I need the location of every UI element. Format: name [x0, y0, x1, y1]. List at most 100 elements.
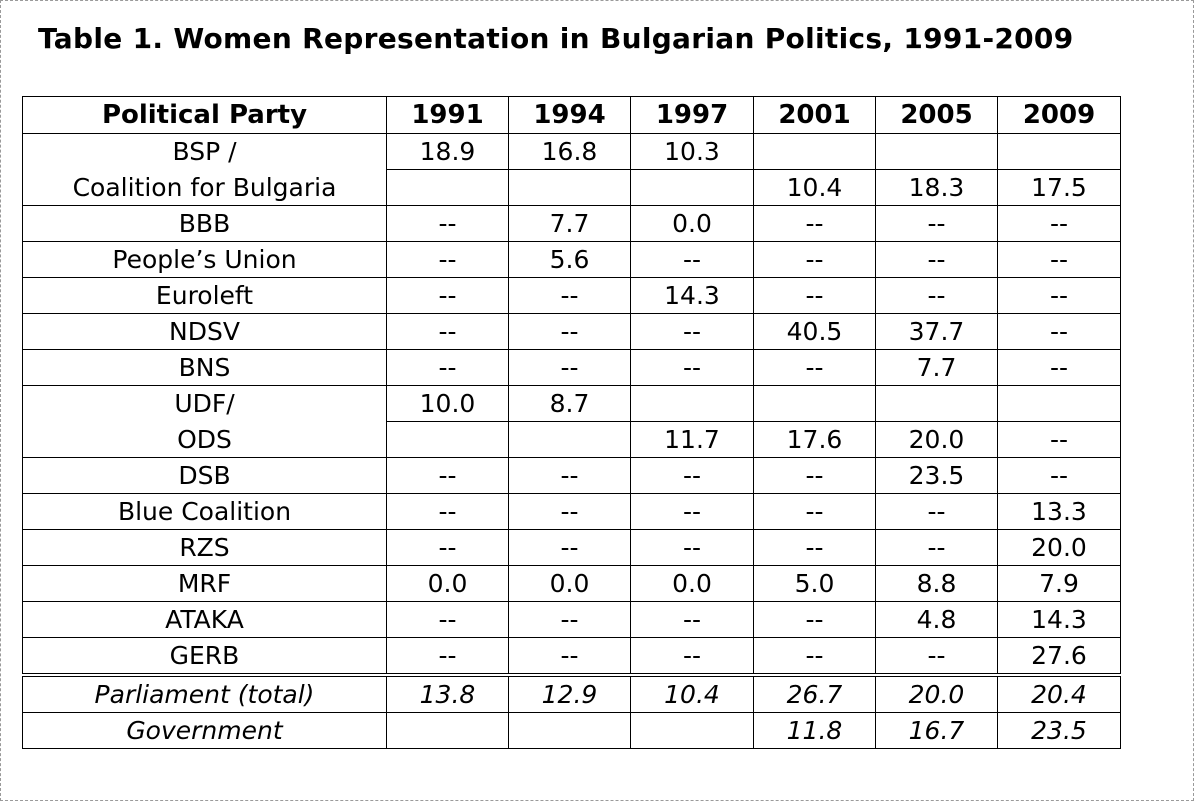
- table-title: Table 1. Women Representation in Bulgari…: [38, 22, 1074, 55]
- table-row: MRF 0.0 0.0 0.0 5.0 8.8 7.9: [22, 565, 1121, 602]
- value-cell: 14.3: [630, 277, 754, 314]
- value-cell: --: [875, 637, 998, 676]
- value-cell: --: [753, 241, 876, 278]
- table-row: People’s Union -- 5.6 -- -- -- --: [22, 241, 1121, 278]
- summary-value-cell: 26.7: [753, 673, 876, 713]
- value-cell: --: [753, 205, 876, 242]
- value-cell: 16.8: [508, 133, 631, 170]
- party-name-cell: Blue Coalition: [22, 493, 387, 530]
- summary-value-cell: [386, 712, 509, 749]
- party-name-cell: MRF: [22, 565, 387, 602]
- party-name-cell: Euroleft: [22, 277, 387, 314]
- value-cell: --: [508, 529, 631, 566]
- value-cell: 10.3: [630, 133, 754, 170]
- party-name-cell: BNS: [22, 349, 387, 386]
- value-cell: --: [508, 277, 631, 314]
- government-row: Government 11.8 16.7 23.5: [22, 712, 1121, 749]
- summary-value-cell: 11.8: [753, 712, 876, 749]
- value-cell: --: [508, 601, 631, 638]
- value-cell: --: [997, 349, 1121, 386]
- value-cell: [875, 385, 998, 422]
- value-cell: --: [630, 493, 754, 530]
- table-row: BNS -- -- -- -- 7.7 --: [22, 349, 1121, 386]
- value-cell: 5.6: [508, 241, 631, 278]
- table-row: ODS 11.7 17.6 20.0 --: [22, 421, 1121, 458]
- value-cell: [630, 169, 754, 206]
- value-cell: --: [753, 529, 876, 566]
- value-cell: --: [753, 277, 876, 314]
- value-cell: 37.7: [875, 313, 998, 350]
- value-cell: --: [875, 529, 998, 566]
- header-1994: 1994: [508, 96, 631, 134]
- party-name-cell: BBB: [22, 205, 387, 242]
- summary-value-cell: 12.9: [508, 673, 631, 713]
- value-cell: 7.7: [508, 205, 631, 242]
- party-name-cell: People’s Union: [22, 241, 387, 278]
- value-cell: 8.8: [875, 565, 998, 602]
- value-cell: [386, 169, 509, 206]
- header-2001: 2001: [753, 96, 876, 134]
- value-cell: --: [753, 493, 876, 530]
- value-cell: --: [630, 349, 754, 386]
- value-cell: --: [997, 241, 1121, 278]
- value-cell: --: [753, 601, 876, 638]
- table-row: ATAKA -- -- -- -- 4.8 14.3: [22, 601, 1121, 638]
- value-cell: --: [997, 313, 1121, 350]
- party-name-cell: RZS: [22, 529, 387, 566]
- value-cell: --: [875, 241, 998, 278]
- value-cell: --: [386, 457, 509, 494]
- value-cell: --: [386, 601, 509, 638]
- header-1991: 1991: [386, 96, 509, 134]
- value-cell: --: [630, 313, 754, 350]
- value-cell: [997, 385, 1121, 422]
- value-cell: 27.6: [997, 637, 1121, 676]
- value-cell: --: [997, 277, 1121, 314]
- summary-value-cell: [508, 712, 631, 749]
- value-cell: [753, 133, 876, 170]
- table-row: BBB -- 7.7 0.0 -- -- --: [22, 205, 1121, 242]
- party-name-cell: Coalition for Bulgaria: [22, 169, 387, 206]
- value-cell: --: [386, 277, 509, 314]
- summary-label-cell: Parliament (total): [22, 673, 387, 713]
- women-representation-table: Political Party 1991 1994 1997 2001 2005…: [22, 96, 1121, 749]
- value-cell: --: [386, 493, 509, 530]
- summary-value-cell: 10.4: [630, 673, 754, 713]
- party-name-cell: UDF/: [22, 385, 387, 422]
- value-cell: --: [386, 637, 509, 676]
- value-cell: 13.3: [997, 493, 1121, 530]
- parliament-total-row: Parliament (total) 13.8 12.9 10.4 26.7 20.0 20…: [22, 673, 1121, 713]
- value-cell: --: [386, 529, 509, 566]
- value-cell: --: [753, 349, 876, 386]
- value-cell: [753, 385, 876, 422]
- table-row: RZS -- -- -- -- -- 20.0: [22, 529, 1121, 566]
- value-cell: --: [630, 241, 754, 278]
- table-row: GERB -- -- -- -- -- 27.6: [22, 637, 1121, 676]
- value-cell: 20.0: [875, 421, 998, 458]
- value-cell: --: [508, 349, 631, 386]
- party-name-cell: NDSV: [22, 313, 387, 350]
- party-name-cell: BSP /: [22, 133, 387, 170]
- value-cell: 40.5: [753, 313, 876, 350]
- value-cell: --: [508, 313, 631, 350]
- summary-value-cell: 13.8: [386, 673, 509, 713]
- party-name-cell: GERB: [22, 637, 387, 676]
- summary-value-cell: [630, 712, 754, 749]
- summary-value-cell: 20.4: [997, 673, 1121, 713]
- value-cell: 5.0: [753, 565, 876, 602]
- value-cell: --: [630, 637, 754, 676]
- party-name-cell: DSB: [22, 457, 387, 494]
- value-cell: 18.9: [386, 133, 509, 170]
- value-cell: --: [753, 637, 876, 676]
- value-cell: --: [386, 313, 509, 350]
- value-cell: 18.3: [875, 169, 998, 206]
- value-cell: [875, 133, 998, 170]
- header-2009: 2009: [997, 96, 1121, 134]
- value-cell: --: [508, 493, 631, 530]
- value-cell: --: [508, 637, 631, 676]
- party-name-cell: ODS: [22, 421, 387, 458]
- table-row: Blue Coalition -- -- -- -- -- 13.3: [22, 493, 1121, 530]
- table-row: NDSV -- -- -- 40.5 37.7 --: [22, 313, 1121, 350]
- table-row: Euroleft -- -- 14.3 -- -- --: [22, 277, 1121, 314]
- party-name-cell: ATAKA: [22, 601, 387, 638]
- value-cell: 0.0: [508, 565, 631, 602]
